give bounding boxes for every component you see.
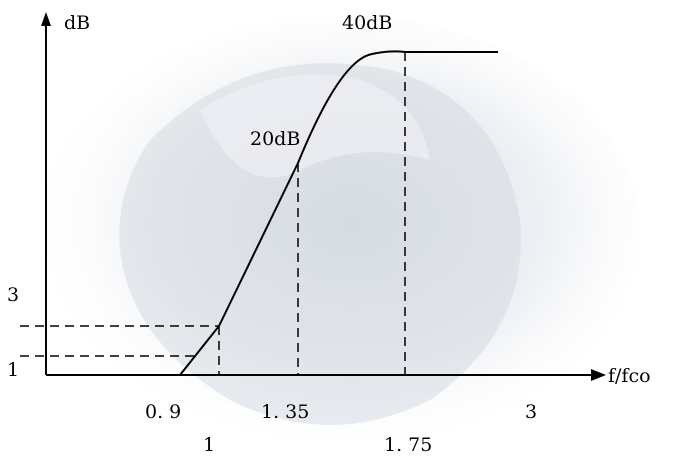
y-tick-3: 3 xyxy=(7,284,19,306)
y-axis-label: dB xyxy=(64,12,90,34)
x-tick-1: 1 xyxy=(203,434,215,456)
x-tick-1-75: 1. 75 xyxy=(384,434,432,456)
x-tick-1-35: 1. 35 xyxy=(261,401,309,423)
y-axis-arrow-icon xyxy=(41,12,51,26)
y-tick-1: 1 xyxy=(7,359,19,381)
x-tick-3: 3 xyxy=(525,401,537,423)
x-axis-arrow-icon xyxy=(591,369,606,381)
annotation-20db: 20dB xyxy=(250,128,300,150)
annotation-40db: 40dB xyxy=(342,12,392,34)
reference-lines xyxy=(20,52,406,375)
x-tick-0-9: 0. 9 xyxy=(145,401,181,423)
background-watermark xyxy=(40,15,640,445)
axes xyxy=(41,12,606,381)
attenuation-curve xyxy=(179,50,498,376)
x-axis-label: f/fco xyxy=(608,365,651,387)
